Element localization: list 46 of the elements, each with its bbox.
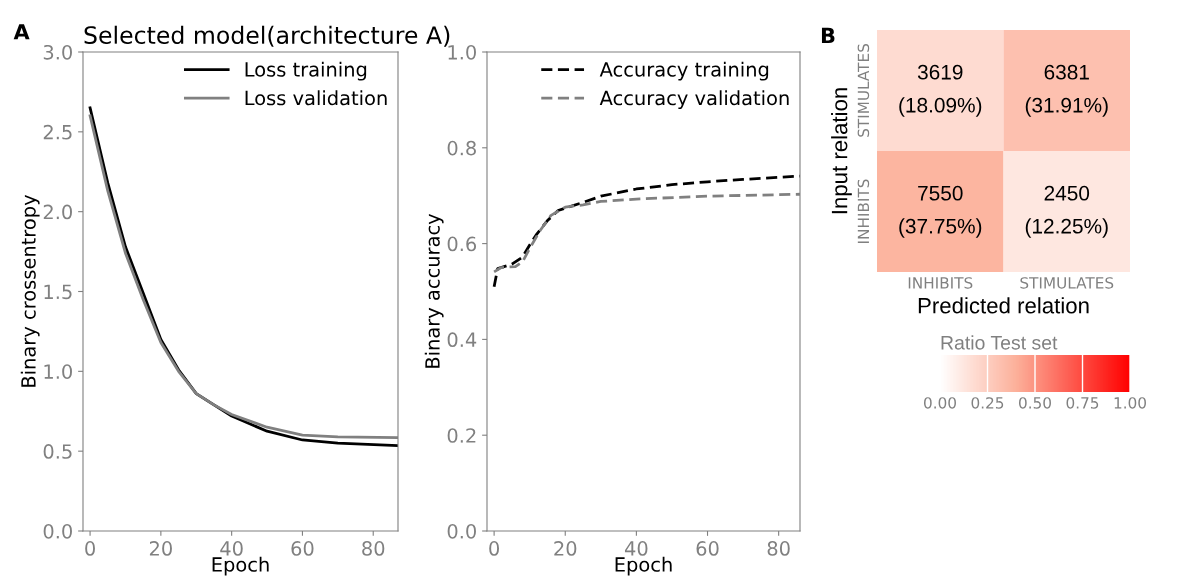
y-tick-label: 2.5 <box>43 124 72 140</box>
color-bar-label: 1.00 <box>1114 397 1146 409</box>
x-tick-label: 40 <box>624 541 648 556</box>
y-tick-label: 1.0 <box>44 364 72 379</box>
x-tick-label: 20 <box>149 541 172 556</box>
x-tick-label: 60 <box>696 541 719 556</box>
y-tick-label: 0.2 <box>447 428 476 443</box>
x-axis-title: Epoch <box>615 556 672 576</box>
y-tick-label: 0.4 <box>447 332 477 348</box>
data-label: 3619 (18.09%) <box>899 64 982 117</box>
x-tick-label: 80 <box>362 541 385 556</box>
y-tick-label: 0.5 <box>43 444 72 459</box>
y-tick-label: 1.0 <box>448 44 476 60</box>
text: A <box>13 24 30 40</box>
color-bar-label: 0.50 <box>1019 397 1051 409</box>
text: B <box>821 27 835 44</box>
chart-title: Selected model(architecture A) <box>84 25 450 47</box>
x-tick-label: 0 <box>85 541 95 556</box>
data-label: 2450 (12.25%) <box>1025 185 1108 238</box>
legend-label: Accuracy validation <box>599 90 789 110</box>
y-axis-title: Binary crossentropy <box>20 194 40 387</box>
color-bar-label: 0.75 <box>1066 397 1099 409</box>
y-tick-label: 0.0 <box>43 523 72 539</box>
y-tick-label: 1.5 <box>44 284 72 300</box>
x-tick-label: 40 <box>220 541 243 556</box>
y-tick-label: 0.6 <box>447 236 477 252</box>
y-tick-label: 0.0 <box>447 523 476 539</box>
data-label: 6381 (31.91%) <box>1025 64 1108 117</box>
color-bar-label: 0.00 <box>924 397 956 409</box>
x-axis-title: Predicted relation <box>918 297 1089 314</box>
y-axis-title: Input relation <box>831 88 852 214</box>
legend-label: Accuracy training <box>599 61 769 81</box>
y-tick-label: 0.8 <box>447 140 476 156</box>
color-bar-title: Ratio Test set <box>941 335 1058 350</box>
x-tick-label: 20 <box>554 541 577 556</box>
y-tick-label: 2.0 <box>43 204 72 220</box>
x-tick-label: 80 <box>767 541 790 556</box>
x-tick-label: 0 <box>489 541 500 556</box>
legend-label: Loss training <box>245 61 367 81</box>
y-axis-title: Binary accuracy <box>424 213 444 368</box>
y-tick-label: 3.0 <box>43 44 72 60</box>
data-label: 7550 (37.75%) <box>899 185 982 238</box>
x-axis-title: Epoch <box>212 556 269 576</box>
x-tick-label: 60 <box>291 541 314 556</box>
color-bar-label: 0.25 <box>971 397 1004 409</box>
legend-label: Loss validation <box>245 90 387 106</box>
